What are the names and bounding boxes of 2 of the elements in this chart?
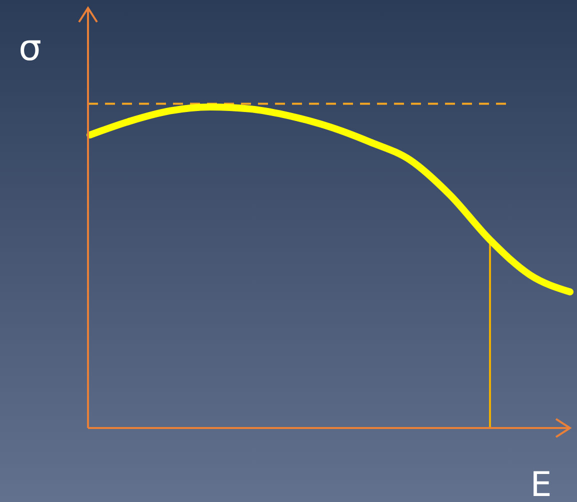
y-axis-title: σ: [18, 28, 42, 69]
x-axis-title: E: [530, 465, 552, 502]
